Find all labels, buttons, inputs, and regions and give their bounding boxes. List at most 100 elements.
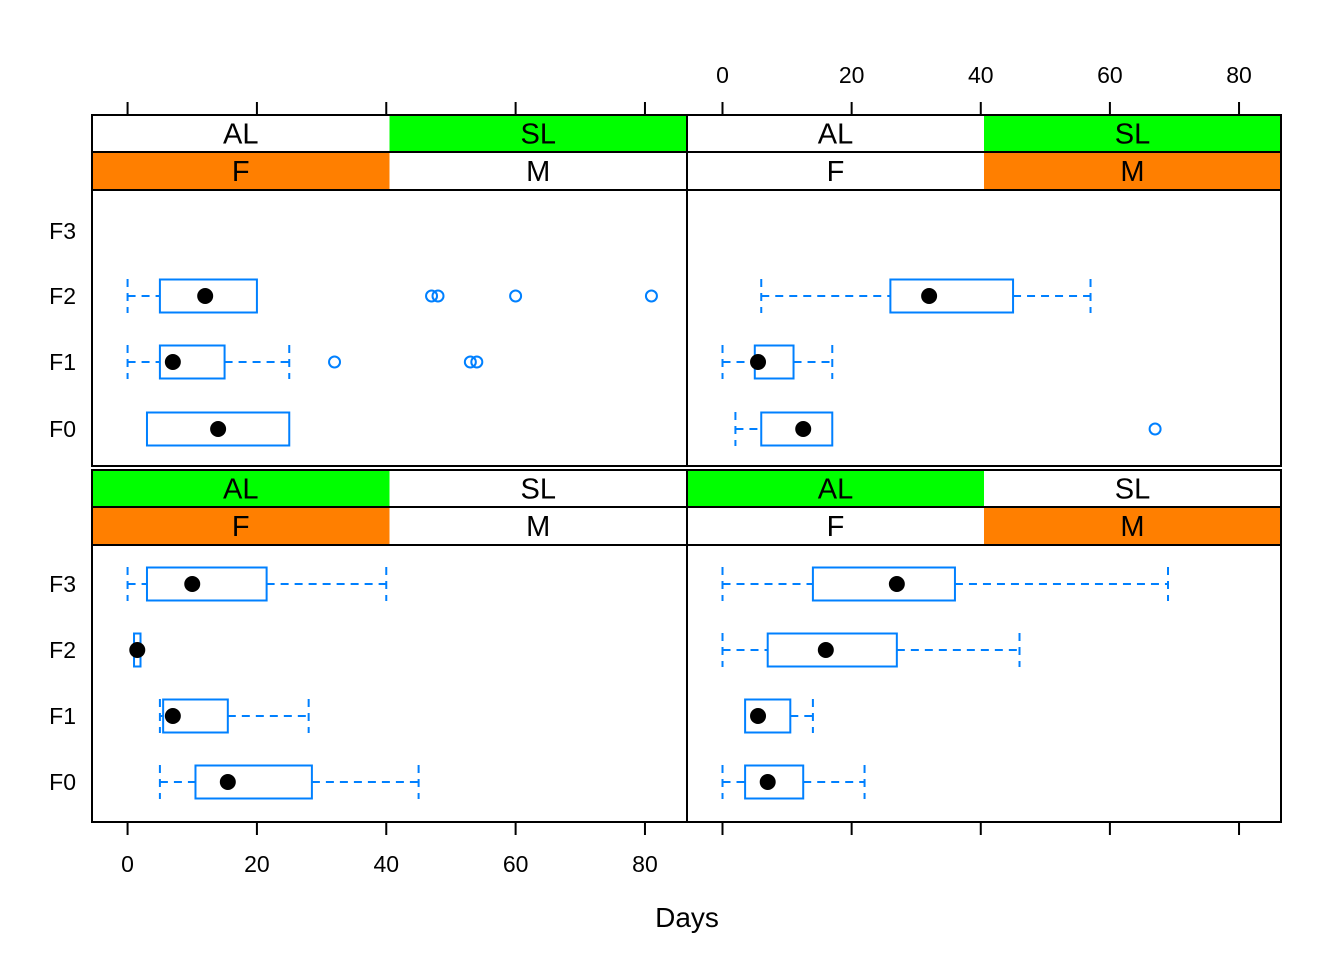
outlier-point	[463, 355, 477, 369]
outlier-point	[644, 289, 658, 303]
panel-frame	[91, 544, 688, 823]
box-iqr	[811, 566, 956, 602]
y-tick-label-f0: F0	[49, 416, 76, 442]
median-dot	[219, 774, 236, 790]
strip-cell-strip-bottom-f	[687, 507, 984, 545]
panel-frame	[686, 189, 1282, 467]
strip-label-m: M	[526, 156, 550, 188]
median-dot	[184, 576, 201, 592]
y-tick-label-f0: F0	[49, 769, 76, 795]
median-dot	[210, 421, 227, 437]
boxplot-f3	[721, 566, 1170, 602]
strip-label-m: M	[1120, 156, 1144, 188]
y-tick-label-f2: F2	[49, 283, 76, 309]
x-tick-label-bottom: 80	[632, 851, 658, 877]
strip-label-sl: SL	[1115, 119, 1150, 151]
box-iqr	[145, 566, 268, 602]
boxplot-f0	[734, 411, 1162, 447]
strip-label-f: F	[232, 511, 250, 543]
x-axis-title: Days	[655, 902, 719, 933]
strip-label-m: M	[526, 511, 550, 543]
box-iqr	[158, 278, 258, 314]
median-dot	[888, 576, 905, 592]
outlier-point	[509, 289, 523, 303]
box-iqr	[744, 764, 805, 800]
box-iqr	[158, 344, 226, 380]
box-iqr	[766, 632, 898, 668]
box-iqr	[760, 411, 834, 447]
boxplot-f0	[721, 764, 866, 800]
x-tick-label-top: 80	[1226, 62, 1252, 88]
strip-cell-strip-top-al	[92, 470, 390, 507]
y-tick-label-f1: F1	[49, 703, 76, 729]
strip-cell-strip-top-sl	[984, 470, 1281, 507]
median-dot	[197, 288, 214, 304]
strip-label-al: AL	[818, 119, 853, 151]
median-dot	[129, 642, 146, 658]
outlier-point	[1148, 422, 1162, 436]
outlier-point	[470, 355, 484, 369]
strip-label-al: AL	[223, 119, 258, 151]
median-dot	[164, 354, 181, 370]
y-tick-label-f3: F3	[49, 571, 76, 597]
x-tick-label-top: 0	[716, 62, 729, 88]
boxplot-f0	[158, 764, 420, 800]
strip-label-m: M	[1120, 511, 1144, 543]
median-dot	[750, 354, 767, 370]
strip-cell-strip-bottom-f	[687, 152, 984, 190]
median-dot	[750, 708, 767, 724]
boxplot-f2	[126, 278, 658, 314]
strip-label-sl: SL	[521, 474, 556, 506]
strip-label-f: F	[232, 156, 250, 188]
x-tick-label-bottom: 40	[373, 851, 399, 877]
strip-cell-strip-bottom-f	[92, 507, 390, 545]
panel-top-left: AL SL F M	[91, 114, 688, 467]
panels-layer: AL SL F M AL SL F M AL SL F M AL SL F M	[91, 114, 1282, 823]
panel-frame	[686, 544, 1282, 823]
strip-cell-strip-bottom-f	[92, 152, 390, 190]
boxplot-f3	[126, 566, 388, 602]
median-dot	[817, 642, 834, 658]
strip-cell-strip-top-al	[92, 115, 390, 152]
strip-label-al: AL	[818, 474, 853, 506]
strip-label-f: F	[827, 156, 845, 188]
strip-label-f: F	[827, 511, 845, 543]
strip-cell-strip-bottom-m	[984, 152, 1281, 190]
strip-label-sl: SL	[1115, 474, 1150, 506]
boxplot-f2	[760, 278, 1092, 314]
y-tick-label-f2: F2	[49, 637, 76, 663]
box-iqr	[889, 278, 1015, 314]
median-dot	[921, 288, 938, 304]
strip-cell-strip-top-al	[687, 115, 984, 152]
panel-bottom-left: AL SL F M	[91, 469, 688, 823]
outlier-point	[431, 289, 445, 303]
y-tick-label-f1: F1	[49, 349, 76, 375]
boxplot-f0	[145, 411, 291, 447]
strip-cell-strip-bottom-m	[389, 152, 687, 190]
boxplot-f1	[721, 344, 834, 380]
strip-cell-strip-top-sl	[389, 470, 687, 507]
boxplot-f1	[744, 698, 814, 734]
strip-cell-strip-top-sl	[389, 115, 687, 152]
median-dot	[759, 774, 776, 790]
strip-cell-strip-bottom-m	[389, 507, 687, 545]
median-dot	[164, 708, 181, 724]
strip-cell-strip-top-al	[687, 470, 984, 507]
x-tick-label-bottom: 0	[121, 851, 134, 877]
box-iqr	[145, 411, 291, 447]
strip-label-al: AL	[223, 474, 258, 506]
boxplot-f1	[158, 698, 310, 734]
panel-frame	[91, 189, 688, 467]
x-tick-label-top: 20	[839, 62, 865, 88]
x-tick-label-top: 40	[968, 62, 994, 88]
outlier-point	[425, 289, 439, 303]
strip-cell-strip-bottom-m	[984, 507, 1281, 545]
boxplot-f2	[129, 632, 146, 668]
box-iqr	[162, 698, 229, 734]
panel-top-right: AL SL F M	[686, 114, 1282, 467]
y-tick-label-f3: F3	[49, 218, 76, 244]
median-dot	[795, 421, 812, 437]
box-iqr	[194, 764, 313, 800]
boxplot-f2	[721, 632, 1021, 668]
